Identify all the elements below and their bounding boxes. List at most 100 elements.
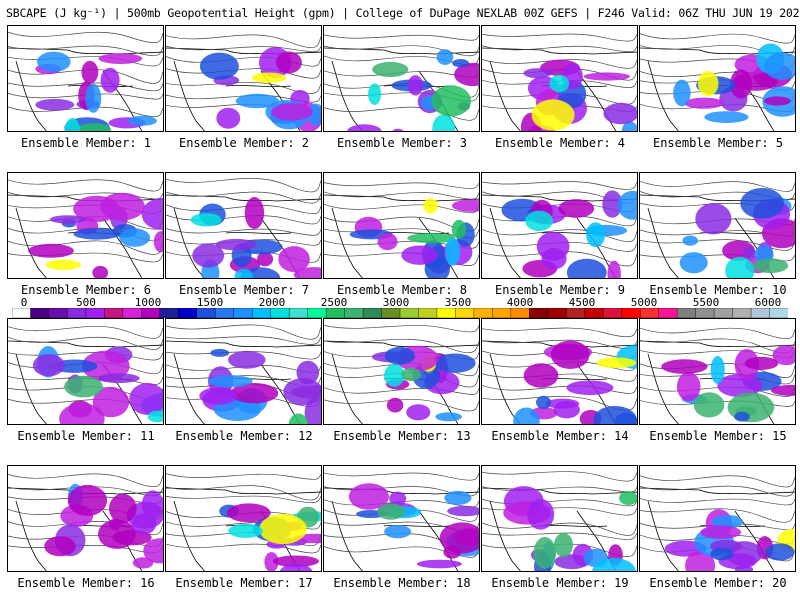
cape-region	[228, 523, 263, 538]
colorbar-swatch	[510, 308, 531, 318]
cape-region	[264, 552, 279, 571]
cape-region	[257, 251, 274, 267]
cape-region	[347, 124, 382, 131]
ensemble-panel-18	[323, 465, 480, 572]
map-outline	[482, 47, 637, 131]
cape-region	[700, 525, 742, 539]
cape-region	[679, 252, 708, 274]
colorbar-swatch	[529, 308, 549, 318]
colorbar-swatch	[251, 308, 272, 318]
colorbar-tick-label: 3500	[444, 296, 472, 309]
cape-region	[711, 514, 743, 529]
map-panel-10	[640, 180, 795, 278]
cape-region	[693, 392, 725, 418]
cape-region	[251, 72, 287, 83]
cape-region	[454, 62, 479, 87]
ensemble-member-label: Ensemble Member: 14	[491, 429, 629, 443]
ensemble-member-label: Ensemble Member: 8	[336, 283, 468, 297]
cape-region	[384, 525, 412, 539]
height-contour	[640, 498, 795, 506]
colorbar-tick-label: 6000	[754, 296, 782, 309]
ensemble-member-label: Ensemble Member: 12	[175, 429, 313, 443]
cape-region	[772, 345, 795, 366]
height-contour	[640, 33, 795, 44]
cape-region	[244, 197, 265, 229]
height-contour	[8, 31, 163, 44]
ensemble-member-label: Ensemble Member: 2	[178, 136, 310, 150]
ensemble-panel-19	[481, 465, 638, 572]
height-contour	[166, 214, 321, 225]
ensemble-member-label: Ensemble Member: 17	[175, 576, 313, 590]
colorbar-tick-label: 0	[20, 296, 28, 309]
map-outline	[482, 194, 637, 278]
cape-region	[275, 51, 302, 74]
height-contour	[166, 473, 321, 480]
cape-region	[531, 99, 575, 131]
ensemble-member-label: Ensemble Member: 4	[494, 136, 626, 150]
ensemble-panel-10	[639, 172, 796, 279]
map-panel-1	[8, 31, 163, 131]
colorbar-tick-label: 4000	[506, 296, 534, 309]
cape-region	[271, 103, 313, 121]
height-contour	[8, 93, 163, 100]
height-contour	[324, 216, 479, 232]
cape-region	[210, 348, 230, 357]
cape-region	[583, 72, 630, 81]
colorbar-tick-label: 5500	[692, 296, 720, 309]
cape-region	[406, 404, 431, 421]
colorbar-swatch	[196, 308, 216, 318]
height-contour	[166, 178, 321, 193]
cape-region	[536, 395, 551, 409]
ensemble-member-label: Ensemble Member: 11	[17, 429, 155, 443]
ensemble-panel-11	[7, 318, 164, 425]
ensemble-panel-3	[323, 25, 480, 132]
cape-region	[436, 49, 454, 65]
map-outline	[324, 194, 479, 278]
cape-region	[525, 210, 553, 231]
map-panel-6	[8, 179, 163, 278]
ensemble-member-label: Ensemble Member: 13	[333, 429, 471, 443]
cape-region	[92, 386, 130, 418]
colorbar-swatch	[436, 308, 457, 318]
height-contour	[482, 532, 637, 540]
cape-region	[64, 117, 81, 131]
ensemble-panel-14	[481, 318, 638, 425]
height-contour	[324, 338, 479, 353]
cape-region	[432, 114, 456, 131]
map-outline	[8, 340, 163, 424]
cape-region	[37, 51, 71, 72]
height-contour	[640, 523, 795, 531]
cape-region	[566, 380, 614, 396]
cape-region	[392, 128, 404, 131]
cape-region	[445, 237, 461, 266]
height-contour	[324, 83, 479, 98]
height-contour	[324, 45, 479, 57]
colorbar-tick-label: 1500	[196, 296, 224, 309]
cape-region	[764, 52, 795, 80]
colorbar-swatch	[12, 308, 32, 318]
cape-region	[614, 412, 637, 424]
cape-region	[416, 559, 462, 569]
cape-region	[451, 199, 479, 212]
cape-region	[389, 491, 407, 506]
cape-region	[259, 513, 307, 545]
colorbar-swatch	[750, 308, 771, 318]
colorbar-tick-label: 2500	[320, 296, 348, 309]
cape-region	[85, 83, 102, 113]
height-contour	[8, 325, 163, 339]
cape-region	[384, 364, 405, 387]
cape-region	[76, 123, 111, 131]
cape-region	[523, 363, 559, 388]
height-contour	[8, 106, 163, 118]
height-contour	[482, 215, 637, 227]
cape-region	[190, 213, 222, 227]
map-panel-14	[482, 327, 637, 424]
cape-region	[32, 354, 65, 377]
colorbar-swatch	[141, 308, 161, 318]
cape-region	[278, 246, 310, 273]
ensemble-member-label: Ensemble Member: 1	[20, 136, 152, 150]
height-contour	[482, 181, 637, 190]
cape-region	[743, 246, 756, 261]
colorbar-tick-label: 3000	[382, 296, 410, 309]
cape-region	[234, 268, 253, 278]
